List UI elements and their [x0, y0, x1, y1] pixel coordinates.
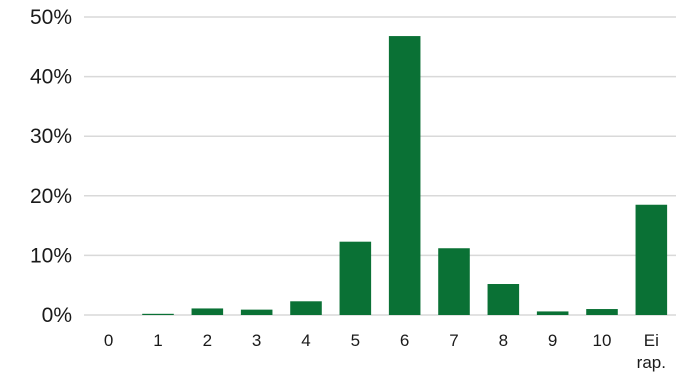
bar [240, 309, 273, 315]
x-category-label: 1 [153, 331, 162, 350]
bar [635, 204, 668, 315]
x-category-label: 9 [548, 331, 557, 350]
x-category-label-line: rap. [637, 353, 666, 372]
bar [586, 309, 618, 315]
x-category-label: 6 [400, 331, 409, 350]
x-category-label-line: 10 [593, 331, 612, 350]
x-category-label-line: 9 [548, 331, 557, 350]
x-category-label: 4 [301, 331, 310, 350]
y-tick-label: 30% [30, 125, 72, 148]
y-tick-label: 50% [30, 6, 72, 29]
bar [536, 311, 569, 315]
x-category-label-line: 8 [499, 331, 508, 350]
bar [290, 301, 322, 315]
x-axis-category-labels: 0 1 2 3 4 5 6 7 8 9 10 Ei rap. [104, 331, 666, 372]
x-category-label: 7 [449, 331, 458, 350]
x-category-label: 8 [499, 331, 508, 350]
x-category-label-line: Ei [644, 331, 659, 350]
bar [388, 36, 421, 316]
x-category-label-line: 4 [301, 331, 310, 350]
x-category-label: 2 [203, 331, 212, 350]
x-category-label: Ei rap. [637, 331, 666, 372]
bar [339, 241, 372, 315]
x-category-label-line: 2 [203, 331, 212, 350]
y-axis-tick-labels: 0% 10% 20% 30% 40% 50% [30, 6, 72, 327]
bar [487, 284, 520, 315]
x-category-label-line: 5 [351, 331, 360, 350]
x-category-label: 5 [351, 331, 360, 350]
x-category-label: 3 [252, 331, 261, 350]
x-category-label: 10 [593, 331, 612, 350]
y-tick-label: 20% [30, 185, 72, 208]
y-tick-label: 40% [30, 66, 72, 89]
grid-lines [84, 16, 676, 316]
y-tick-label: 0% [42, 304, 72, 327]
y-tick-label: 10% [30, 244, 72, 267]
x-category-label-line: 3 [252, 331, 261, 350]
x-category-label-line: 0 [104, 331, 113, 350]
bar [438, 248, 470, 315]
x-category-label-line: 1 [153, 331, 162, 350]
x-category-label-line: 7 [449, 331, 458, 350]
bar [191, 308, 224, 315]
x-category-label-line: 6 [400, 331, 409, 350]
bars [142, 36, 668, 316]
bar [142, 313, 174, 315]
x-category-label: 0 [104, 331, 113, 350]
